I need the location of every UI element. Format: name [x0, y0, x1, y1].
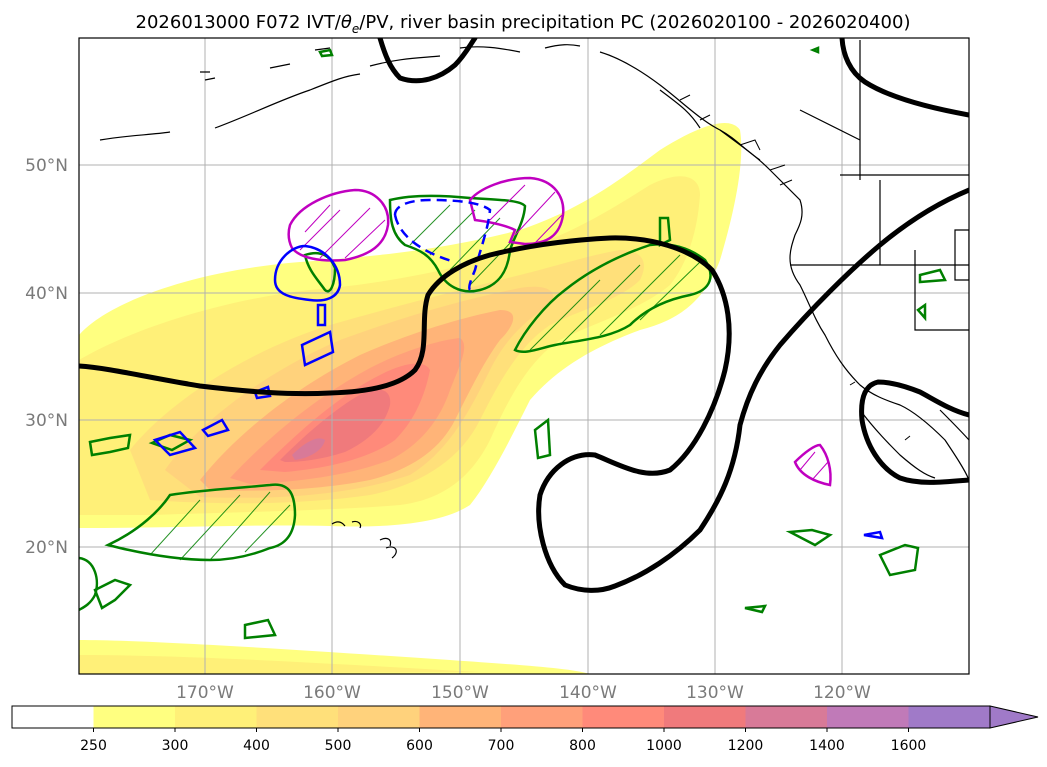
lon-tick-label: 120°W [813, 683, 871, 703]
coastlines [99, 40, 969, 559]
colorbar-tick-label: 1600 [891, 738, 927, 754]
precip-magenta-hatch [299, 184, 829, 481]
colorbar-swatch [745, 706, 828, 728]
colorbar-tick-label: 500 [325, 738, 352, 754]
colorbar-swatch [338, 706, 420, 728]
colorbar-swatch [664, 706, 746, 728]
colorbar-swatch [827, 706, 909, 728]
colorbar-extend-arrow [989, 705, 1039, 729]
lon-tick-label: 140°W [559, 683, 617, 703]
colorbar-tick-label: 1200 [728, 738, 764, 754]
lat-tick-label: 20°N [25, 538, 68, 558]
lat-tick-label: 40°N [25, 284, 68, 304]
map-content [79, 38, 969, 674]
colorbar-swatch [419, 706, 502, 728]
colorbar-swatch [256, 706, 339, 728]
colorbar-swatch [175, 706, 257, 728]
precip-green-contours [79, 46, 947, 640]
colorbar-tick-label: 1000 [646, 738, 682, 754]
lon-tick-label: 150°W [431, 683, 489, 703]
pv-blue-contours [152, 198, 884, 540]
colorbar-tick-label: 250 [80, 738, 107, 754]
colorbar-tick-label: 800 [569, 738, 596, 754]
latitude-labels: 50°N 40°N 30°N 20°N [25, 156, 68, 558]
colorbar-swatch [908, 706, 991, 728]
colorbar-tick-label: 1400 [809, 738, 845, 754]
lon-tick-label: 170°W [176, 683, 234, 703]
precip-magenta-contours [287, 176, 832, 487]
colorbar-swatch [12, 706, 94, 728]
lon-tick-label: 130°W [686, 683, 744, 703]
colorbar: 250 300 400 500 600 700 800 1000 1200 1400 1600 [11, 705, 1039, 754]
ivt-fill [79, 122, 742, 674]
colorbar-tick-label: 700 [488, 738, 515, 754]
colorbar-swatch [582, 706, 665, 728]
graticule [79, 38, 969, 674]
colorbar-tick-label: 400 [243, 738, 270, 754]
small-islands [679, 94, 911, 441]
colorbar-tick-label: 600 [406, 738, 433, 754]
colorbar-swatch [501, 706, 583, 728]
figure-title: 2026013000 F072 IVT/θe/PV, river basin p… [136, 12, 911, 36]
lat-tick-label: 30°N [25, 411, 68, 431]
map-frame [78, 37, 970, 675]
lat-tick-label: 50°N [25, 156, 68, 176]
precip-green-hatch [149, 204, 701, 561]
colorbar-swatch [93, 706, 176, 728]
colorbar-tick-label: 300 [162, 738, 189, 754]
lon-tick-label: 160°W [303, 683, 361, 703]
ivt-contours [79, 38, 969, 593]
longitude-labels: 170°W 160°W 150°W 140°W 130°W 120°W [176, 683, 871, 703]
